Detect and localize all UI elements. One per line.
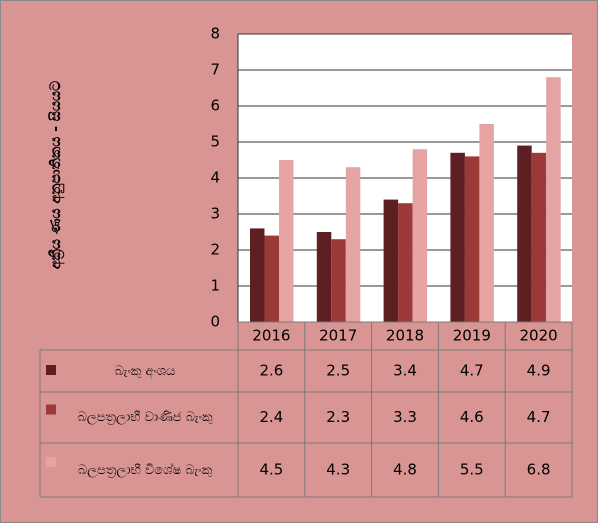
legend-label: බැංකු අංශය (114, 363, 176, 379)
x-tick-label: 2018 (386, 327, 424, 345)
table-value: 2.6 (259, 362, 283, 380)
table-value: 4.9 (527, 362, 551, 380)
bar (479, 124, 494, 322)
bar (517, 145, 532, 322)
table-value: 2.3 (326, 408, 350, 426)
bar (383, 199, 399, 322)
bar (279, 160, 294, 322)
table-value: 3.4 (393, 362, 417, 380)
bar (531, 152, 547, 322)
bar (316, 232, 332, 322)
y-axis-label: අක්‍රීය ණය අනුපාතිකය - සියයට (48, 81, 66, 269)
y-tick-label: 2 (210, 241, 220, 259)
bar (398, 203, 413, 322)
y-tick-label: 4 (210, 169, 220, 187)
bar (331, 239, 346, 322)
table-value: 4.8 (393, 461, 417, 479)
legend-swatch (46, 404, 56, 415)
x-tick-label: 2019 (453, 327, 491, 345)
table-value: 4.3 (326, 461, 350, 479)
y-tick-label: 0 (210, 313, 220, 331)
y-tick-label: 6 (210, 97, 220, 115)
y-tick-label: 8 (210, 25, 220, 43)
legend-swatch (46, 457, 56, 467)
table-value: 2.4 (259, 408, 283, 426)
y-tick-label: 7 (210, 61, 220, 79)
table-value: 5.5 (460, 461, 484, 479)
bar (264, 235, 279, 322)
table-value: 4.6 (460, 408, 484, 426)
bar (412, 149, 428, 322)
bar (546, 77, 561, 322)
x-tick-label: 2020 (520, 327, 558, 345)
y-tick-label: 5 (210, 133, 220, 151)
legend-label: බලපත්‍රලාභී විශේෂ බැංකු (77, 462, 213, 478)
table-value: 4.5 (259, 461, 283, 479)
table-value: 2.5 (326, 362, 350, 380)
y-tick-label: 1 (210, 277, 220, 295)
bar (464, 156, 480, 322)
legend-label: බලපත්‍රලාභී වාණිජ බැංකු (77, 410, 213, 425)
y-tick-label: 3 (210, 205, 220, 223)
table-value: 4.7 (460, 362, 484, 380)
bar (450, 152, 465, 322)
bar (345, 167, 361, 322)
table-value: 6.8 (527, 461, 551, 479)
bar (250, 228, 265, 322)
legend-cell: බලපත්‍රලාභී විශේෂ බැංකු (77, 462, 213, 478)
x-tick-label: 2016 (252, 327, 290, 345)
table-value: 3.3 (393, 408, 417, 426)
x-tick-label: 2017 (319, 327, 357, 345)
table-value: 4.7 (527, 408, 551, 426)
legend-cell: බැංකු අංශය (114, 363, 176, 379)
legend-swatch (46, 365, 56, 375)
legend-cell: බලපත්‍රලාභී වාණිජ බැංකු (77, 410, 213, 425)
